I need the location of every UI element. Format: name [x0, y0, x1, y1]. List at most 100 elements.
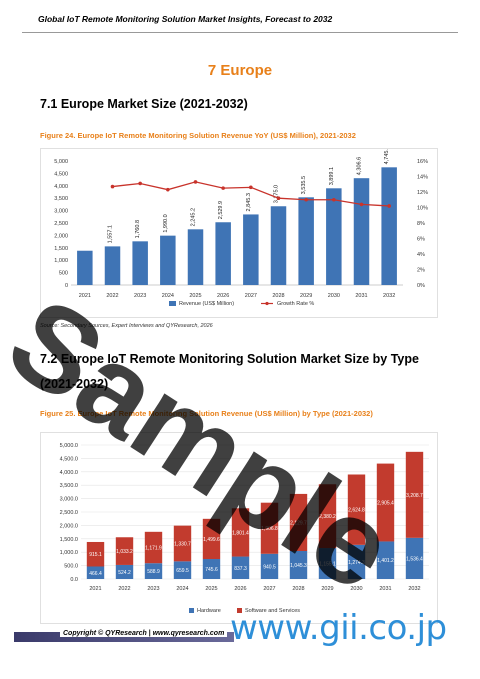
software-services-data-label: 915.1 [89, 552, 102, 558]
x-tick-label: 2027 [245, 293, 257, 299]
software-services-data-label: 1,033.2 [116, 549, 133, 555]
hardware-bar [318, 548, 337, 579]
x-tick-label: 2021 [79, 293, 91, 299]
right-tick-label: 4% [417, 252, 425, 258]
revenue-data-label: 2,245.2 [191, 208, 197, 226]
software-services-bar [376, 463, 395, 542]
x-tick-label: 2026 [234, 586, 246, 592]
growth-rate-point [332, 197, 336, 202]
revenue-bar [326, 188, 342, 285]
revenue-bar [104, 246, 121, 285]
hardware-bar [347, 544, 366, 579]
hardware-bar [376, 541, 395, 579]
growth-rate-point [249, 185, 253, 190]
x-tick-label: 2023 [134, 293, 146, 299]
revenue-bar [353, 178, 370, 285]
hardware-bar [173, 561, 192, 579]
revenue-bar [270, 206, 287, 285]
x-tick-label: 2032 [408, 586, 420, 592]
x-tick-label: 2030 [350, 586, 362, 592]
y-tick-label: 2,000.0 [60, 523, 78, 529]
x-tick-label: 2021 [89, 586, 101, 592]
software-services-data-label: 3,208.7 [406, 493, 423, 499]
revenue-bar [187, 229, 204, 285]
footer-bar [14, 632, 234, 642]
revenue-data-label: 1,990.0 [163, 214, 169, 232]
hardware-data-label: 1,155.1 [319, 562, 336, 568]
left-tick-label: 2,500 [54, 221, 68, 227]
chart-revenue-by-type-svg: 0.0 500.0 1,000.0 1,500.0 2,000.0 2,500.0 3,00… [60, 443, 429, 614]
y-tick-label: 2,500.0 [60, 510, 78, 516]
hardware-data-label: 524.2 [118, 570, 131, 576]
x-tick-label: 2028 [272, 293, 284, 299]
x-tick-label: 2028 [292, 586, 304, 592]
software-services-bar [115, 537, 134, 565]
x-tick-label: 2030 [328, 293, 340, 299]
revenue-data-label: 3,899.1 [329, 167, 335, 185]
right-tick-label: 6% [417, 237, 425, 243]
software-services-bar [260, 502, 279, 554]
software-services-data-label: 2,905.4 [377, 501, 394, 507]
left-tick-label: 3,500 [54, 196, 68, 202]
figure-caption-by-type: Figure 25. Europe IoT Remote Monitoring … [40, 409, 373, 418]
software-services-data-label: 1,499.6 [203, 537, 220, 543]
hardware-bar [86, 566, 105, 579]
software-services-bar [231, 508, 250, 557]
chart-revenue-by-type: 0.0 500.0 1,000.0 1,500.0 2,000.0 2,500.0 3,00… [40, 432, 438, 624]
chapter-title: 7 Europe [207, 62, 273, 79]
hardware-data-label: 659.5 [176, 568, 189, 574]
section-title-by-type-line1: 7.2 Europe IoT Remote Monitoring Solutio… [40, 352, 419, 366]
growth-rate-point [193, 180, 198, 184]
y-tick-label: 3,500.0 [60, 483, 78, 489]
y-tick-label: 500.0 [64, 564, 78, 570]
hardware-bar [260, 553, 279, 579]
legend-swatch-revenue [169, 301, 176, 306]
software-services-data-label: 1,906.8 [261, 526, 278, 532]
chart-revenue-yoy: 0 500 1,000 1,500 2,000 2,500 3,000 3,500 4,000 4… [40, 146, 438, 318]
software-services-data-label: 1,801.4 [232, 530, 249, 536]
x-tick-label: 2026 [217, 293, 229, 299]
right-tick-label: 2% [417, 268, 425, 274]
revenue-data-label: 4,306.6 [357, 157, 363, 175]
x-tick-label: 2022 [118, 586, 130, 592]
section-title-market-size: 7.1 Europe Market Size (2021-2032) [40, 97, 248, 111]
left-tick-label: 0 [65, 283, 68, 289]
left-tick-label: 5,000 [54, 159, 68, 165]
revenue-data-label: 1,760.8 [135, 220, 141, 238]
hardware-bar [405, 537, 424, 579]
growth-rate-point [138, 181, 142, 186]
software-services-bar [318, 484, 337, 549]
hardware-data-label: 466.4 [89, 571, 102, 577]
right-tick-label: 12% [417, 190, 428, 196]
left-tick-label: 4,500 [54, 171, 68, 177]
x-tick-label: 2022 [106, 293, 118, 299]
y-tick-label: 1,000.0 [60, 550, 78, 556]
right-tick-label: 10% [417, 206, 428, 212]
software-services-bar [86, 541, 105, 567]
growth-rate-point [304, 197, 308, 202]
x-tick-label: 2032 [383, 293, 395, 299]
x-tick-label: 2025 [189, 293, 201, 299]
left-tick-label: 4,000 [54, 184, 68, 190]
legend-swatch-hardware [189, 608, 194, 613]
x-tick-label: 2031 [379, 586, 391, 592]
y-tick-label: 4,000.0 [60, 470, 78, 476]
legend-swatch-growth-point [265, 301, 269, 306]
revenue-data-label: 1,557.1 [108, 225, 114, 243]
x-tick-label: 2027 [263, 586, 275, 592]
revenue-data-label: 2,845.3 [246, 193, 252, 211]
hardware-data-label: 1,274.3 [348, 560, 365, 566]
x-tick-label: 2029 [321, 586, 333, 592]
hardware-bar [202, 559, 221, 579]
software-services-data-label: 2,624.8 [348, 508, 365, 514]
y-tick-label: 5,000.0 [60, 443, 78, 449]
legend-label-software: Software and Services [245, 608, 300, 614]
revenue-bar [77, 250, 93, 285]
growth-rate-point [276, 196, 281, 200]
x-tick-label: 2031 [355, 293, 367, 299]
hardware-data-label: 588.9 [147, 569, 160, 575]
page-header: Global IoT Remote Monitoring Solution Ma… [22, 12, 458, 33]
software-services-data-label: 1,330.7 [174, 541, 191, 547]
software-services-bar [202, 518, 221, 560]
growth-rate-point [166, 187, 170, 192]
